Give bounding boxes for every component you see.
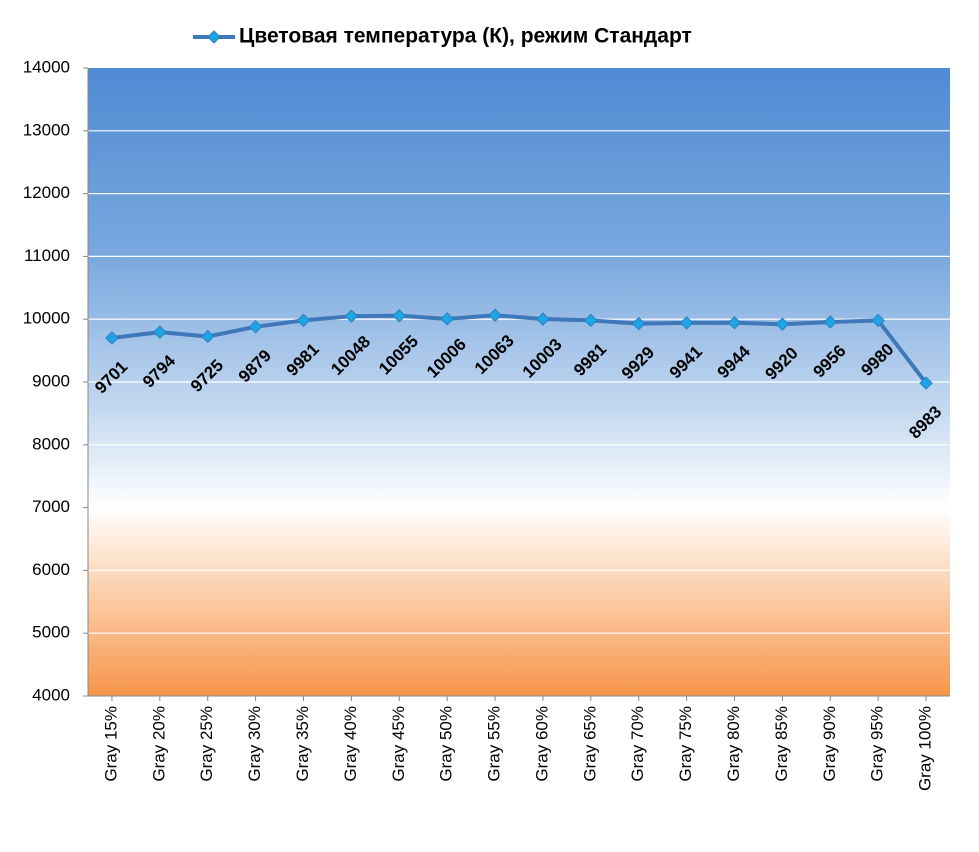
data-point bbox=[392, 309, 406, 323]
x-tick-label: Gray 100% bbox=[916, 706, 935, 791]
legend-label: Цветовая температура (К), режим Стандарт bbox=[239, 25, 692, 48]
data-point bbox=[536, 312, 550, 326]
y-tick-label: 7000 bbox=[32, 497, 70, 516]
y-tick-label: 14000 bbox=[23, 57, 70, 76]
x-tick-label: Gray 50% bbox=[437, 706, 456, 782]
series-line bbox=[111, 313, 928, 385]
x-tick-label: Gray 85% bbox=[772, 706, 791, 782]
x-tick-label: Gray 45% bbox=[389, 706, 408, 782]
data-point bbox=[584, 313, 598, 328]
y-tick-label: 9000 bbox=[32, 371, 70, 390]
x-tick-label: Gray 90% bbox=[820, 706, 839, 782]
data-point bbox=[248, 320, 263, 334]
x-tick-label: Gray 65% bbox=[580, 706, 599, 782]
y-tick-label: 4000 bbox=[32, 685, 70, 704]
x-tick-label: Gray 70% bbox=[628, 706, 647, 782]
y-tick-label: 11000 bbox=[24, 246, 70, 265]
data-point bbox=[775, 317, 790, 331]
data-point bbox=[296, 313, 311, 328]
x-tick-label: Gray 15% bbox=[101, 706, 120, 782]
y-tick-label: 6000 bbox=[32, 560, 70, 579]
x-tick-label: Gray 60% bbox=[532, 706, 551, 782]
x-tick-label: Gray 35% bbox=[293, 706, 312, 782]
data-point bbox=[919, 376, 933, 390]
data-point bbox=[440, 312, 454, 326]
data-point bbox=[632, 316, 646, 331]
data-point bbox=[201, 329, 215, 344]
y-tick-label: 13000 bbox=[23, 120, 70, 139]
data-point bbox=[344, 309, 359, 323]
y-tick-label: 8000 bbox=[32, 434, 70, 453]
data-point bbox=[153, 325, 167, 339]
data-point bbox=[488, 308, 502, 322]
x-tick-label: Gray 55% bbox=[485, 706, 504, 782]
x-tick-label: Gray 40% bbox=[341, 706, 360, 782]
x-tick-label: Gray 80% bbox=[724, 706, 743, 782]
data-point bbox=[871, 313, 885, 328]
data-point bbox=[823, 315, 837, 329]
y-tick-label: 12000 bbox=[23, 183, 70, 202]
y-tick-label: 5000 bbox=[32, 623, 70, 642]
data-point bbox=[679, 316, 694, 330]
x-tick-label: Gray 95% bbox=[868, 706, 887, 782]
x-tick-label: Gray 25% bbox=[197, 706, 216, 782]
legend-marker bbox=[207, 30, 221, 44]
data-point bbox=[727, 316, 742, 330]
x-tick-label: Gray 75% bbox=[676, 706, 695, 782]
x-tick-label: Gray 20% bbox=[149, 706, 168, 782]
y-tick-label: 10000 bbox=[23, 309, 70, 328]
x-tick-label: Gray 30% bbox=[245, 706, 264, 782]
data-point bbox=[105, 331, 119, 345]
